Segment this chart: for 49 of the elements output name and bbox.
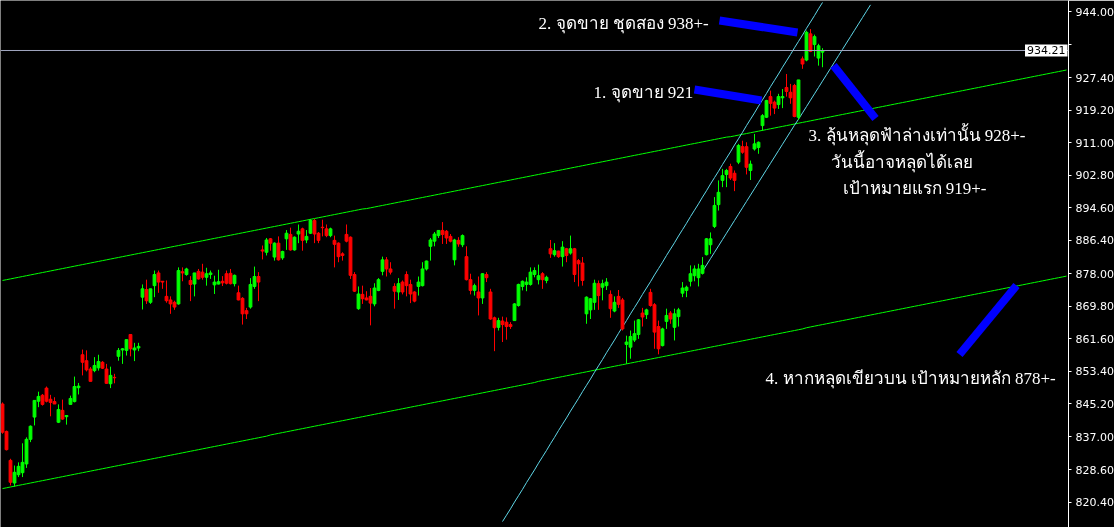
candlestick (392, 282, 397, 310)
y-tick-label: 902.80 (1075, 169, 1114, 183)
ref-line-label: 934.21 (1027, 44, 1066, 58)
candlestick (372, 282, 377, 307)
line-series (2, 69, 1067, 281)
candlestick (720, 168, 725, 188)
candlestick (188, 275, 193, 302)
y-tick-label: 828.60 (1075, 463, 1114, 477)
annotation: 4. หากหลุดเขียวบน เป้าหมายหลัก 878+- (765, 369, 1057, 389)
candlestick (284, 229, 289, 251)
y-tick-label: 845.20 (1075, 397, 1114, 411)
y-tick-label: 886.40 (1075, 234, 1114, 248)
y-tick-label: 820.40 (1075, 496, 1114, 510)
y-tick-label: 853.40 (1075, 365, 1114, 379)
candlestick (568, 235, 573, 256)
annotation: วันนี้อาจหลุดได้เลย (830, 150, 973, 173)
candlestick (624, 335, 629, 365)
line-series (2, 275, 1067, 490)
candlestick (80, 349, 85, 376)
y-tick-label: 894.60 (1075, 201, 1114, 215)
candlestick (8, 458, 13, 486)
candlestick (636, 318, 641, 340)
y-tick-label: 837.00 (1075, 430, 1114, 444)
y-tick-label: 911.00 (1075, 136, 1114, 150)
y-tick-label: 861.60 (1075, 332, 1114, 346)
candlestick (212, 275, 217, 295)
y-tick-label: 878.00 (1075, 267, 1114, 281)
candlestick (580, 256, 585, 287)
candlestick (256, 271, 261, 302)
candlestick (596, 279, 601, 311)
annotation: 1. จุดขาย 921 (593, 83, 694, 103)
candlestick (736, 143, 741, 165)
candlestick (140, 283, 145, 310)
candlestick (192, 272, 197, 297)
candlestick (380, 256, 385, 276)
candlestick (104, 363, 109, 385)
y-tick-label: 944.00 (1075, 5, 1114, 19)
candlestick (60, 399, 65, 421)
y-tick-label: 927.40 (1075, 71, 1114, 85)
candlestick (724, 168, 729, 188)
y-tick-label: 919.20 (1075, 104, 1114, 118)
candlestick (272, 241, 277, 262)
annotation: 2. จุดขาย ชุดสอง 938+- (538, 14, 710, 34)
y-tick-label: 869.80 (1075, 300, 1114, 314)
annotation: 3. ลุ้นหลุดฟ้าล่างเท่านั้น 928+- (808, 123, 1026, 146)
candlestick (748, 160, 753, 181)
candlestick (592, 279, 597, 311)
annotation: เป้าหมายแรก 919+- (842, 179, 987, 198)
candlestick (332, 235, 337, 268)
